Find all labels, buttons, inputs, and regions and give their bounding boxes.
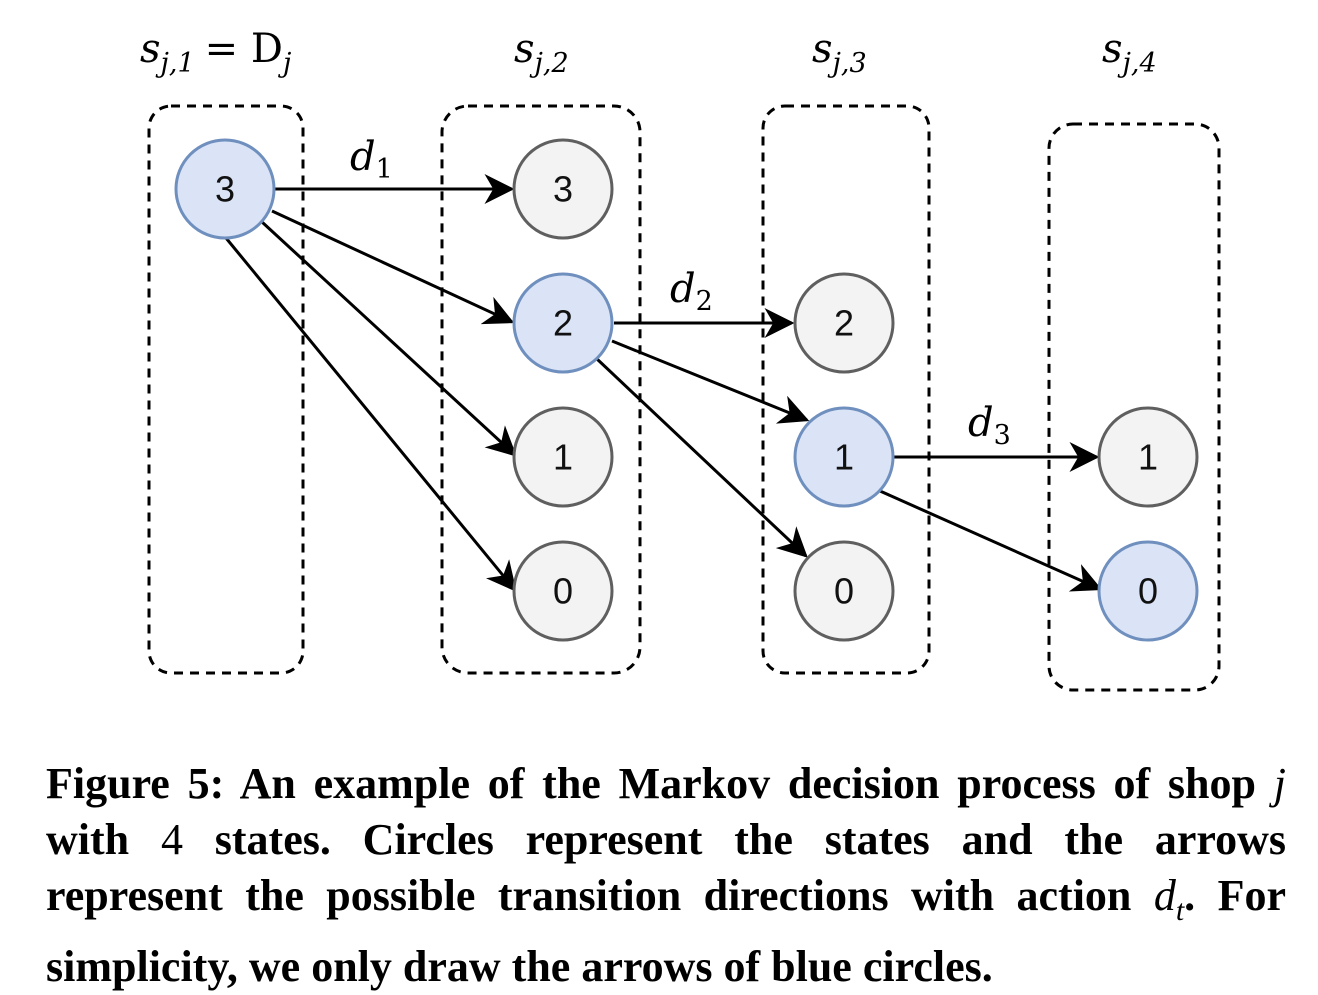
transition-arrow xyxy=(271,209,515,325)
action-label-d2: d2 xyxy=(670,266,713,317)
transition-arrow xyxy=(595,357,808,558)
transition-arrow xyxy=(224,237,517,592)
state-node: 0 xyxy=(512,540,614,642)
figure-caption: Figure 5: An example of the Markov decis… xyxy=(46,759,1287,991)
state-node-blue: 3 xyxy=(174,138,276,240)
svg-text:2: 2 xyxy=(553,303,573,344)
svg-text:0: 0 xyxy=(834,571,854,612)
state-group-box-3 xyxy=(761,104,931,675)
action-label-d1: d1 xyxy=(350,134,393,185)
action-label-d3: d3 xyxy=(968,400,1011,451)
state-node-blue: 2 xyxy=(512,272,614,374)
state-node: 0 xyxy=(793,540,895,642)
svg-text:3: 3 xyxy=(215,169,235,210)
svg-text:3: 3 xyxy=(553,169,573,210)
column-label-4: sj,4 xyxy=(1102,26,1157,79)
state-node-blue: 1 xyxy=(793,406,895,508)
state-node-blue: 0 xyxy=(1097,540,1199,642)
svg-text:1: 1 xyxy=(553,437,573,478)
column-label-3: sj,3 xyxy=(812,26,867,79)
state-node: 3 xyxy=(512,138,614,240)
svg-text:1: 1 xyxy=(834,437,854,478)
svg-text:2: 2 xyxy=(834,303,854,344)
svg-text:0: 0 xyxy=(1138,571,1158,612)
transition-arrow xyxy=(879,489,1103,592)
state-node: 1 xyxy=(512,406,614,508)
state-node: 2 xyxy=(793,272,895,374)
transition-arrow xyxy=(611,339,810,424)
mdp-diagram: sj,1 = Dj sj,2 sj,3 sj,4 d1 d2 d3 3 xyxy=(140,26,1221,692)
svg-text:0: 0 xyxy=(553,571,573,612)
state-group-box-1 xyxy=(147,104,305,675)
column-label-2: sj,2 xyxy=(514,26,569,79)
svg-text:1: 1 xyxy=(1138,437,1158,478)
state-group-box-4 xyxy=(1047,122,1221,692)
column-label-1: sj,1 = Dj xyxy=(140,26,291,79)
state-node: 1 xyxy=(1097,406,1199,508)
transition-arrow xyxy=(260,220,517,457)
